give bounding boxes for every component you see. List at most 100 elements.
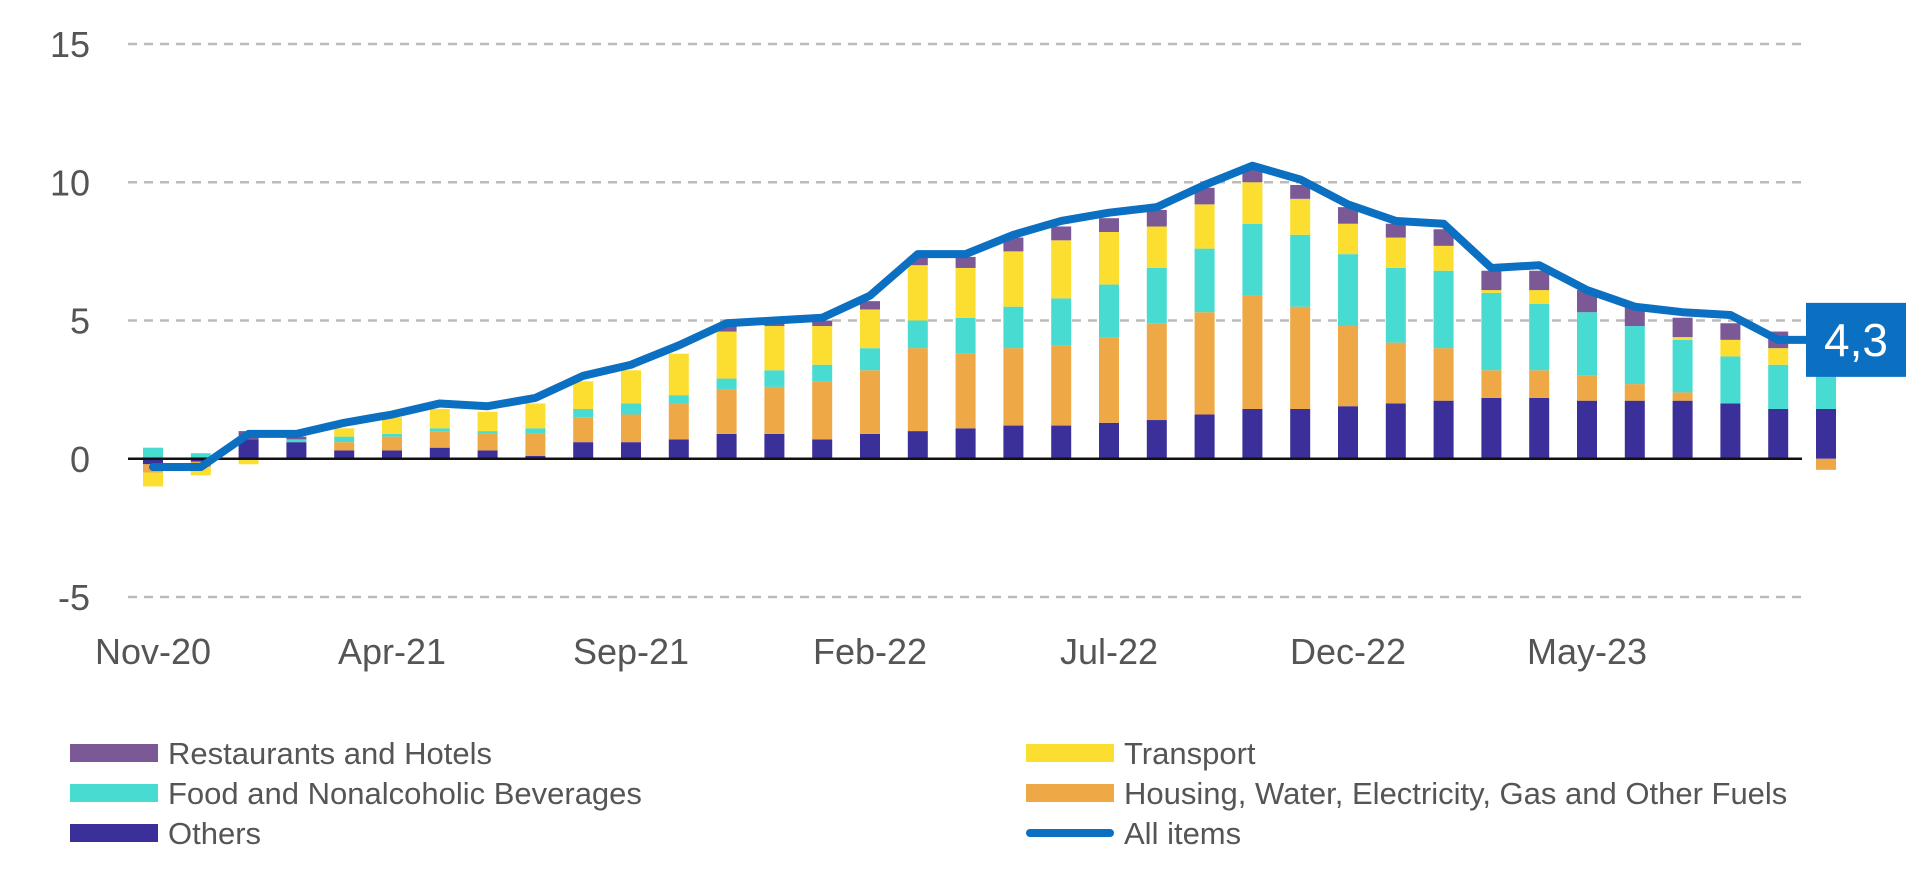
- legend-swatch: [1026, 744, 1114, 762]
- bar-segment: [860, 348, 880, 371]
- bar-segment: [1146, 226, 1167, 268]
- bar-segment: [812, 381, 833, 440]
- bar-segment: [907, 256, 928, 266]
- bar-segment: [1338, 223, 1358, 255]
- bar-segment: [1242, 295, 1263, 409]
- bar-segment: [525, 455, 546, 459]
- x-tick-label: Sep-21: [573, 631, 689, 672]
- bar-segment: [716, 433, 737, 459]
- bar-segment: [286, 442, 307, 459]
- bar-segment: [1051, 298, 1072, 346]
- x-tick-label: Nov-20: [95, 631, 211, 672]
- bar-segment: [1624, 384, 1645, 401]
- bar-segment: [1003, 425, 1024, 459]
- bar-segment: [1768, 364, 1789, 409]
- bar-segment: [190, 458, 211, 462]
- bar-segment: [1624, 326, 1645, 385]
- legend-label: Food and Nonalcoholic Beverages: [168, 776, 642, 811]
- stacked-bars: [143, 168, 1836, 487]
- bar-segment: [334, 450, 355, 459]
- bar-segment: [190, 467, 211, 476]
- y-tick-label: 15: [50, 24, 90, 65]
- bar-segment: [764, 370, 785, 387]
- bar-segment: [1720, 323, 1741, 340]
- bar-segment: [1194, 248, 1215, 313]
- bar-segment: [621, 414, 641, 443]
- bar-segment: [955, 256, 976, 268]
- bar-segment: [238, 439, 259, 459]
- bar-segment: [716, 389, 737, 434]
- bar-segment: [1433, 245, 1454, 271]
- bar-segment: [1529, 397, 1550, 459]
- bar-segment: [860, 433, 880, 459]
- bar-segment: [907, 431, 928, 459]
- bar-segment: [1051, 240, 1072, 299]
- bar-segment: [573, 408, 594, 418]
- bar-segment: [716, 326, 737, 332]
- bar-segment: [1529, 370, 1550, 398]
- legend-swatch: [70, 784, 158, 802]
- bar-segment: [1003, 306, 1024, 349]
- bar-segment: [1146, 420, 1167, 459]
- bar-segment: [1768, 348, 1789, 365]
- bar-segment: [143, 458, 163, 465]
- bar-segment: [1385, 403, 1406, 459]
- bar-segment: [907, 348, 928, 432]
- bar-segment: [286, 439, 307, 443]
- legend-swatch: [1026, 784, 1114, 802]
- bar-segment: [621, 442, 641, 459]
- bar-segment: [860, 370, 880, 434]
- bar-segment: [1242, 408, 1263, 459]
- bar-segment: [668, 353, 689, 396]
- bar-segment: [1194, 312, 1215, 415]
- bar-segment: [860, 309, 880, 349]
- bar-segment: [621, 403, 641, 415]
- bar-segment: [1385, 267, 1406, 343]
- bar-segment: [525, 428, 546, 434]
- bar-segment: [1529, 290, 1550, 304]
- bar-segment: [1481, 270, 1502, 291]
- bar-segment: [1385, 223, 1406, 238]
- callout-box: [1806, 302, 1906, 377]
- bar-segment: [621, 370, 641, 404]
- bar-segment: [1577, 375, 1597, 401]
- all-items-line: [149, 161, 1830, 472]
- bar-segment: [764, 323, 785, 327]
- bar-segment: [1290, 198, 1311, 235]
- bar-segment: [1194, 187, 1215, 205]
- bar-segment: [429, 431, 450, 448]
- bar-segment: [286, 436, 307, 440]
- bar-segment: [382, 450, 402, 459]
- bar-segment: [477, 450, 498, 459]
- bar-segment: [1146, 209, 1167, 227]
- bar-segment: [525, 433, 546, 456]
- bar-segment: [1481, 397, 1502, 459]
- y-tick-label: 0: [70, 439, 90, 480]
- bar-segment: [1529, 303, 1550, 371]
- bar-segment: [955, 317, 976, 354]
- latest-value-callout: 4,3: [1806, 302, 1906, 377]
- bar-segment: [1577, 312, 1597, 376]
- bar-segment: [1816, 367, 1836, 409]
- bar-segment: [764, 326, 785, 371]
- bar-segment: [429, 428, 450, 432]
- bar-segment: [382, 433, 402, 437]
- x-axis-tick-labels: Nov-20 Apr-21 Sep-21 Feb-22 Jul-22 Dec-22 May-…: [95, 631, 1647, 672]
- bar-segment: [716, 378, 737, 390]
- bar-segment: [477, 431, 498, 434]
- legend-label: All items: [1124, 816, 1241, 851]
- bar-segment: [812, 439, 833, 459]
- bar-segment: [1720, 403, 1741, 459]
- y-axis-tick-labels: 15 10 5 0 -5: [50, 24, 90, 618]
- bar-segment: [573, 381, 594, 409]
- bar-segment: [1146, 267, 1167, 324]
- bar-segment: [1338, 254, 1358, 327]
- bar-segment: [573, 417, 594, 443]
- bar-segment: [1290, 234, 1311, 307]
- bar-segment: [1338, 326, 1358, 407]
- legend-label: Transport: [1124, 736, 1256, 771]
- bar-segment: [238, 458, 259, 465]
- bar-segment: [143, 447, 163, 459]
- bar-segment: [1433, 348, 1454, 401]
